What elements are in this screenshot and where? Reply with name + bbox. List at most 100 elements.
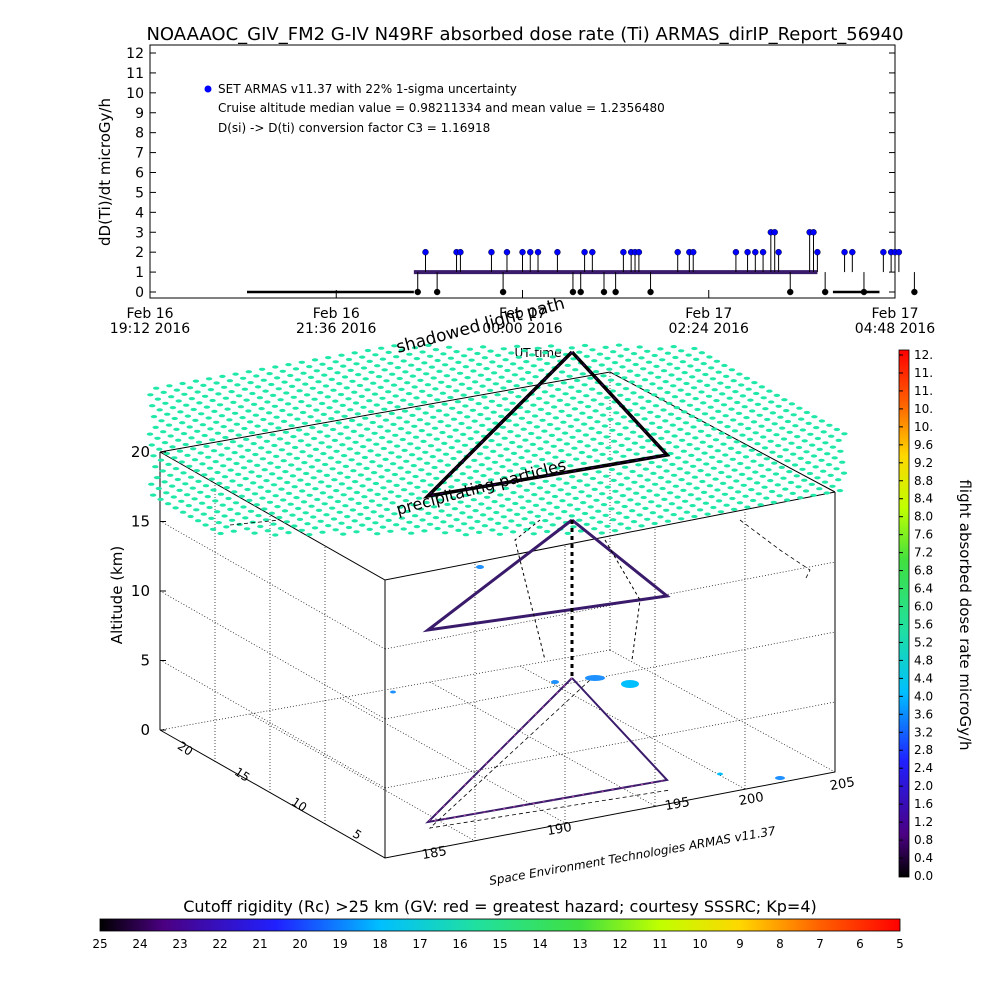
dose-dot [279,369,286,373]
dose-dot [406,520,413,524]
dose-dot [669,423,676,427]
dose-dot [264,400,271,404]
dose-dot [338,482,346,486]
dose-dot [464,376,471,380]
dose-dot [526,421,533,425]
dose-dot [796,406,803,410]
dose-dot [499,465,506,469]
colorbar-tick-label: 10. [914,402,933,416]
dose-dot [419,479,427,483]
dose-dot [210,488,217,492]
dose-dot [319,530,326,534]
dose-dot [591,359,598,363]
dose-dot [608,467,616,472]
dose-dot [411,424,418,428]
dose-dot [424,422,431,426]
dose-dot [608,507,615,511]
dose-dot [292,367,300,371]
dose-dot [357,512,364,516]
dose-dot [686,403,694,407]
dose-dot [688,414,695,418]
dose-dot [425,472,432,476]
dose-dot [384,468,391,472]
dose-dot [676,506,683,510]
dose-dot [415,407,422,411]
dose-dot [173,388,181,392]
dose-dot [502,526,509,530]
dose-dot [537,447,544,451]
dose-dot [609,389,616,393]
data-point [674,248,681,256]
dose-dot [656,386,664,390]
dose-dot [231,411,239,415]
dose-dot [269,393,277,397]
dose-dot [589,516,596,520]
dose-dot [461,443,469,447]
dose-dot [528,431,535,436]
dose-dot [606,367,613,371]
dose-dot [564,531,571,536]
dose-dot [536,525,543,529]
dose-dot [745,426,752,431]
dose-dot [378,514,385,518]
dose-dot [766,389,773,393]
dose-dot [232,372,239,376]
dose-dot [416,457,423,461]
dose-dot [735,451,742,455]
dose-dot [573,418,580,422]
dose-dot [591,527,598,531]
dose-dot [523,488,530,492]
dose-dot [683,381,690,386]
dose-dot [269,472,276,476]
dose-dot [237,405,245,409]
dose-dot [739,433,746,437]
dose-dot [335,460,342,464]
dose-dot [708,366,715,370]
dose-dot [528,521,536,525]
dose-dot [615,382,622,386]
dose-dot [198,501,206,505]
dose-dot [726,396,733,400]
dose-dot [672,484,680,488]
dose-dot [161,441,169,445]
dose-dot [523,528,530,532]
dose-dot [655,375,662,379]
dose-dot [310,515,317,519]
dose-dot [299,450,306,454]
dose-dot [253,374,260,378]
dose-dot [241,426,248,431]
dose-dot [742,455,750,459]
dose-dot [723,503,730,507]
dose-dot [617,393,624,397]
dose-dot [450,456,457,461]
dose-dot [805,461,812,465]
dose-dot [636,474,644,478]
dose-dot [291,485,298,489]
dose-dot [554,387,562,392]
dose-dot [352,440,359,444]
dose-dot [404,381,411,385]
dose-dot [765,428,773,432]
dose-dot [473,430,480,434]
dose-dot [392,394,399,398]
data-point [841,248,848,256]
dose-dot [482,445,489,449]
dose-dot [761,446,769,450]
dose-dot [691,514,698,519]
dose-dot [559,459,567,464]
dose-dot [661,458,669,462]
dose-dot [380,486,387,490]
dose-dot [158,419,165,423]
credit-text: Space Environment Technologies ARMAS v11… [488,824,777,888]
dose-dot [589,476,597,481]
dose-dot [551,494,559,499]
dose-dot [710,466,717,470]
dose-dot [256,396,264,400]
dose-dot [249,520,256,524]
dose-dot [682,460,689,464]
dose-dot [275,426,282,430]
dose-dot [810,493,817,497]
dose-dot [276,437,284,441]
dose-dot [493,471,500,475]
